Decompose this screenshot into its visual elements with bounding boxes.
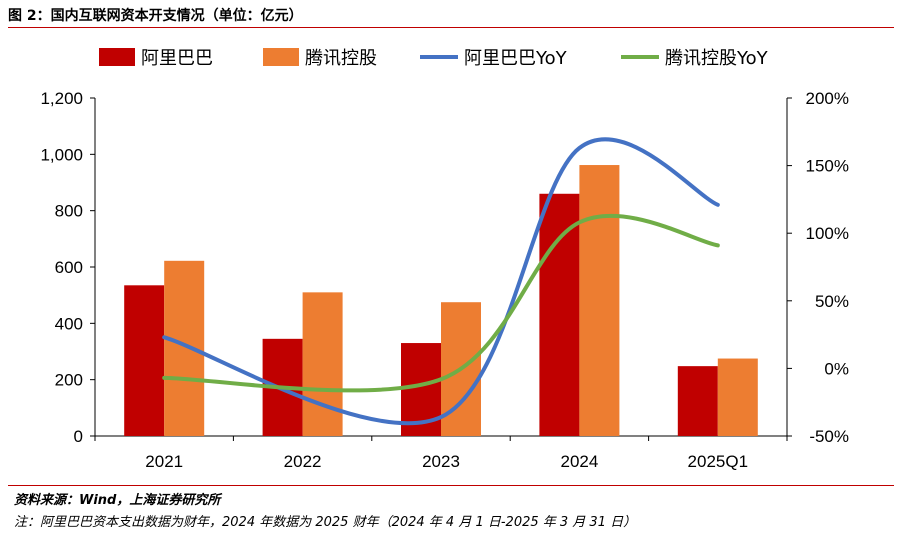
legend: 阿里巴巴 腾讯控股 阿里巴巴YoY 腾讯控股YoY bbox=[99, 48, 769, 69]
capex-chart: 阿里巴巴 腾讯控股 阿里巴巴YoY 腾讯控股YoY 0 200 400 600 800 1… bbox=[40, 48, 849, 471]
x-axis-tick-label: 2022 bbox=[284, 452, 322, 471]
right-axis-tick-label: 100% bbox=[806, 224, 849, 243]
left-axis-tick-label: 0 bbox=[74, 427, 83, 446]
right-axis-tick-label: 0% bbox=[824, 359, 849, 378]
x-axis-tick-label: 2024 bbox=[560, 452, 598, 471]
source-note: 资料来源：Wind，上海证券研究所 bbox=[14, 493, 221, 508]
legend-swatch-tencent bbox=[263, 48, 299, 66]
left-axis-tick-label: 400 bbox=[55, 314, 83, 333]
tencent-bar bbox=[717, 358, 758, 436]
right-axis-tick-label: 150% bbox=[806, 157, 849, 176]
left-axis-tick-label: 1,200 bbox=[40, 89, 83, 108]
x-axis-tick-label: 2023 bbox=[422, 452, 460, 471]
tencent-yoy-line bbox=[162, 213, 720, 393]
left-axis-tick-label: 200 bbox=[55, 371, 83, 390]
tencent-bar bbox=[579, 165, 620, 436]
left-axis-tick-label: 800 bbox=[55, 202, 83, 221]
figure-title: 图 2：国内互联网资本开支情况（单位：亿元） bbox=[8, 8, 303, 24]
x-axis-tick-label: 2021 bbox=[145, 452, 183, 471]
legend-label-alibaba-yoy: 阿里巴巴YoY bbox=[464, 48, 568, 69]
legend-label-tencent-yoy: 腾讯控股YoY bbox=[665, 48, 769, 69]
alibaba-bar bbox=[124, 285, 165, 436]
title-divider bbox=[8, 27, 894, 28]
left-axis-tick-label: 1,000 bbox=[40, 145, 83, 164]
legend-swatch-alibaba bbox=[99, 48, 135, 66]
alibaba-bar bbox=[539, 193, 580, 436]
alibaba-bar bbox=[677, 366, 718, 436]
left-axis-tick-label: 600 bbox=[55, 258, 83, 277]
plot-area: 0 200 400 600 800 1,000 1,200 -50% 0% 50% 100% 150%… bbox=[40, 89, 849, 471]
legend-label-tencent: 腾讯控股 bbox=[305, 48, 377, 69]
right-axis-tick-label: 200% bbox=[806, 89, 849, 108]
right-axis-tick-label: 50% bbox=[815, 292, 849, 311]
tencent-bar bbox=[302, 292, 343, 436]
legend-label-alibaba: 阿里巴巴 bbox=[141, 48, 213, 69]
x-axis-tick-label: 2025Q1 bbox=[688, 452, 749, 471]
footnote: 注：阿里巴巴资本支出数据为财年，2024 年数据为 2025 财年（2024 年… bbox=[14, 515, 637, 530]
footer-divider bbox=[8, 485, 894, 486]
tencent-bar bbox=[164, 260, 205, 436]
right-axis-tick-label: -50% bbox=[809, 427, 849, 446]
